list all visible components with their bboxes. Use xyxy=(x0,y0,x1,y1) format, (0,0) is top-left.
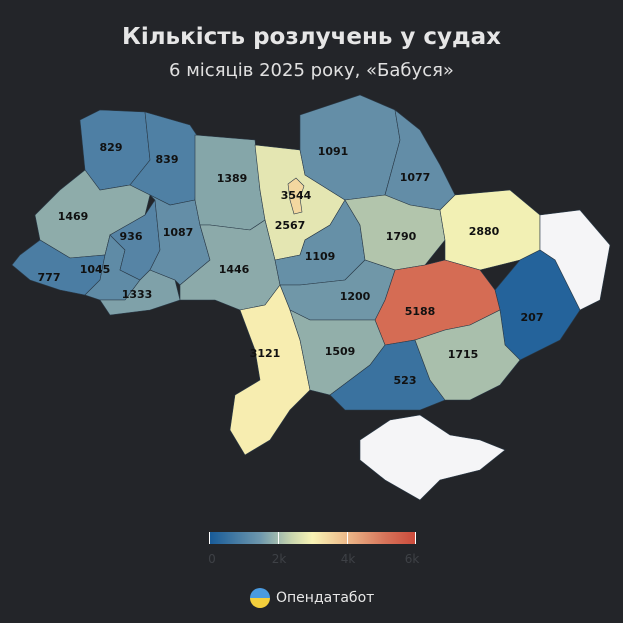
region-value-label: 2567 xyxy=(275,219,306,232)
legend-tick: 4k xyxy=(340,552,356,566)
region-value-label: 1045 xyxy=(80,263,111,276)
region-value-label: 207 xyxy=(521,311,544,324)
brand-name: Опендатабот xyxy=(276,590,375,606)
region-value-label: 829 xyxy=(100,141,123,154)
region-value-label: 1509 xyxy=(325,345,356,358)
region-value-label: 1389 xyxy=(217,172,248,185)
region-kyiv-city xyxy=(287,177,305,215)
opendatabot-logo-icon xyxy=(250,588,270,608)
brand: Опендатабот xyxy=(250,588,374,608)
region-value-label: 3544 xyxy=(281,189,312,202)
region-value-label: 1091 xyxy=(318,145,349,158)
legend-tick: 0 xyxy=(208,552,216,566)
region-value-label: 1715 xyxy=(448,348,479,361)
region-value-label: 1469 xyxy=(58,210,89,223)
region-crimea xyxy=(359,414,506,501)
region-zakarpattia xyxy=(11,239,106,296)
legend-tick: 6k xyxy=(404,552,420,566)
legend-tick: 2k xyxy=(271,552,287,566)
region-value-label: 1333 xyxy=(122,288,153,301)
region-value-label: 777 xyxy=(38,271,61,284)
region-value-label: 1446 xyxy=(219,263,250,276)
region-value-label: 1077 xyxy=(400,171,431,184)
region-value-label: 3121 xyxy=(250,347,281,360)
color-legend xyxy=(209,532,416,544)
region-value-label: 5188 xyxy=(405,305,436,318)
region-value-label: 523 xyxy=(394,374,417,387)
region-value-label: 1109 xyxy=(305,250,336,263)
region-value-label: 1790 xyxy=(386,230,417,243)
region-odesa xyxy=(229,284,311,456)
region-poltava xyxy=(344,194,446,271)
map-title: Кількість розлучень у судах xyxy=(122,24,501,50)
region-value-label: 1200 xyxy=(340,290,371,303)
region-value-label: 936 xyxy=(120,230,143,243)
region-value-label: 1087 xyxy=(163,226,194,239)
region-zaporizhzhia xyxy=(414,309,521,401)
region-value-label: 839 xyxy=(156,153,179,166)
region-value-label: 2880 xyxy=(469,225,500,238)
map-subtitle: 6 місяців 2025 року, «Бабуся» xyxy=(169,60,454,81)
